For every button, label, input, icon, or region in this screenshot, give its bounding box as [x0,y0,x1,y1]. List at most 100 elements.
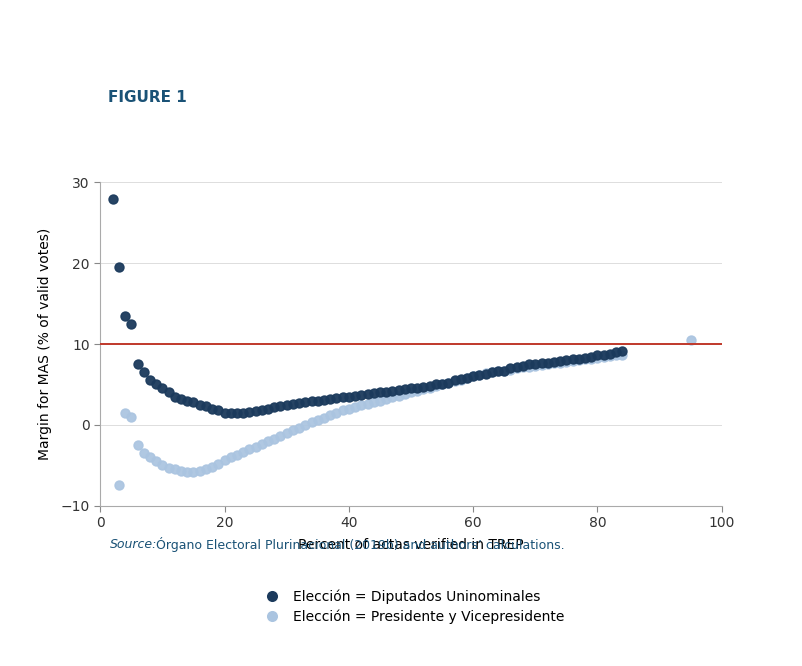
Point [554,356,567,366]
Point [175,394,188,404]
Point [504,364,516,375]
Point [610,350,622,361]
Point [355,400,368,411]
Point [150,456,163,466]
Point [305,396,318,407]
Point [225,408,237,418]
Point [578,352,591,363]
Point [454,374,467,384]
Point [560,355,573,366]
Point [112,262,125,272]
Point [498,366,511,376]
Point [604,348,617,359]
Point [268,433,281,444]
Point [392,390,405,401]
Point [361,398,374,409]
Point [119,310,132,321]
Point [560,356,573,367]
Point [411,386,423,396]
Point [286,398,299,409]
Point [324,394,337,404]
Point [249,406,262,416]
Point [684,334,697,345]
Point [255,439,268,450]
Point [610,347,622,358]
Point [261,436,274,446]
Point [293,398,306,408]
Point [386,392,399,403]
Point [616,346,629,356]
Text: FIGURE 1: FIGURE 1 [107,91,186,105]
Point [106,193,119,204]
Point [516,360,529,371]
Point [399,389,411,400]
Point [480,368,492,378]
Point [342,404,355,414]
Point [548,356,561,367]
Text: The MAS-IPSP margin increased steadily through most of the quick count (TREP) as: The MAS-IPSP margin increased steadily t… [107,131,686,145]
Point [498,366,511,376]
Point [573,355,585,366]
Y-axis label: Margin for MAS (% of valid votes): Margin for MAS (% of valid votes) [38,228,52,460]
Text: Órgano Electoral Plurinacional (2019b) and authors’ calculations.: Órgano Electoral Plurinacional (2019b) a… [152,537,565,552]
Point [274,401,287,412]
Point [448,375,461,386]
Point [448,376,461,386]
Point [485,367,498,378]
Point [281,400,294,410]
Point [212,458,225,469]
Point [231,408,244,418]
Point [162,387,175,398]
Point [336,392,349,403]
Point [237,447,249,458]
Point [205,404,218,414]
Point [485,367,498,378]
Point [380,394,393,404]
Point [480,368,492,379]
Point [529,360,542,371]
Point [554,357,567,368]
Text: ) were verified: ) were verified [251,163,352,176]
Point [225,452,237,462]
Point [125,412,138,422]
X-axis label: Percent of actas verified in TREP: Percent of actas verified in TREP [298,538,524,552]
Point [423,381,436,392]
Point [510,362,523,372]
Point [361,389,374,400]
Point [367,388,380,399]
Point [597,352,610,362]
Point [318,394,330,405]
Point [430,381,443,392]
Point [156,460,168,470]
Point [473,370,486,380]
Point [355,390,368,400]
Point [293,423,306,434]
Point [311,415,324,426]
Point [125,318,138,329]
Point [541,357,554,368]
Point [535,358,548,369]
Point [311,395,324,406]
Point [305,417,318,428]
Point [510,363,523,374]
Point [467,371,480,382]
Point [168,464,181,475]
Point [281,428,294,438]
Point [597,349,610,360]
Point [144,375,156,386]
Point [430,379,443,390]
Point [255,405,268,416]
Point [261,404,274,414]
Point [299,420,312,430]
Point [460,372,473,383]
Point [566,356,579,366]
Point [299,397,312,408]
Point [237,408,249,418]
Point [435,378,448,389]
Point [367,397,380,408]
Point [405,383,418,394]
Point [411,382,423,393]
Point [591,350,604,361]
Point [523,362,536,372]
Point [132,440,144,450]
